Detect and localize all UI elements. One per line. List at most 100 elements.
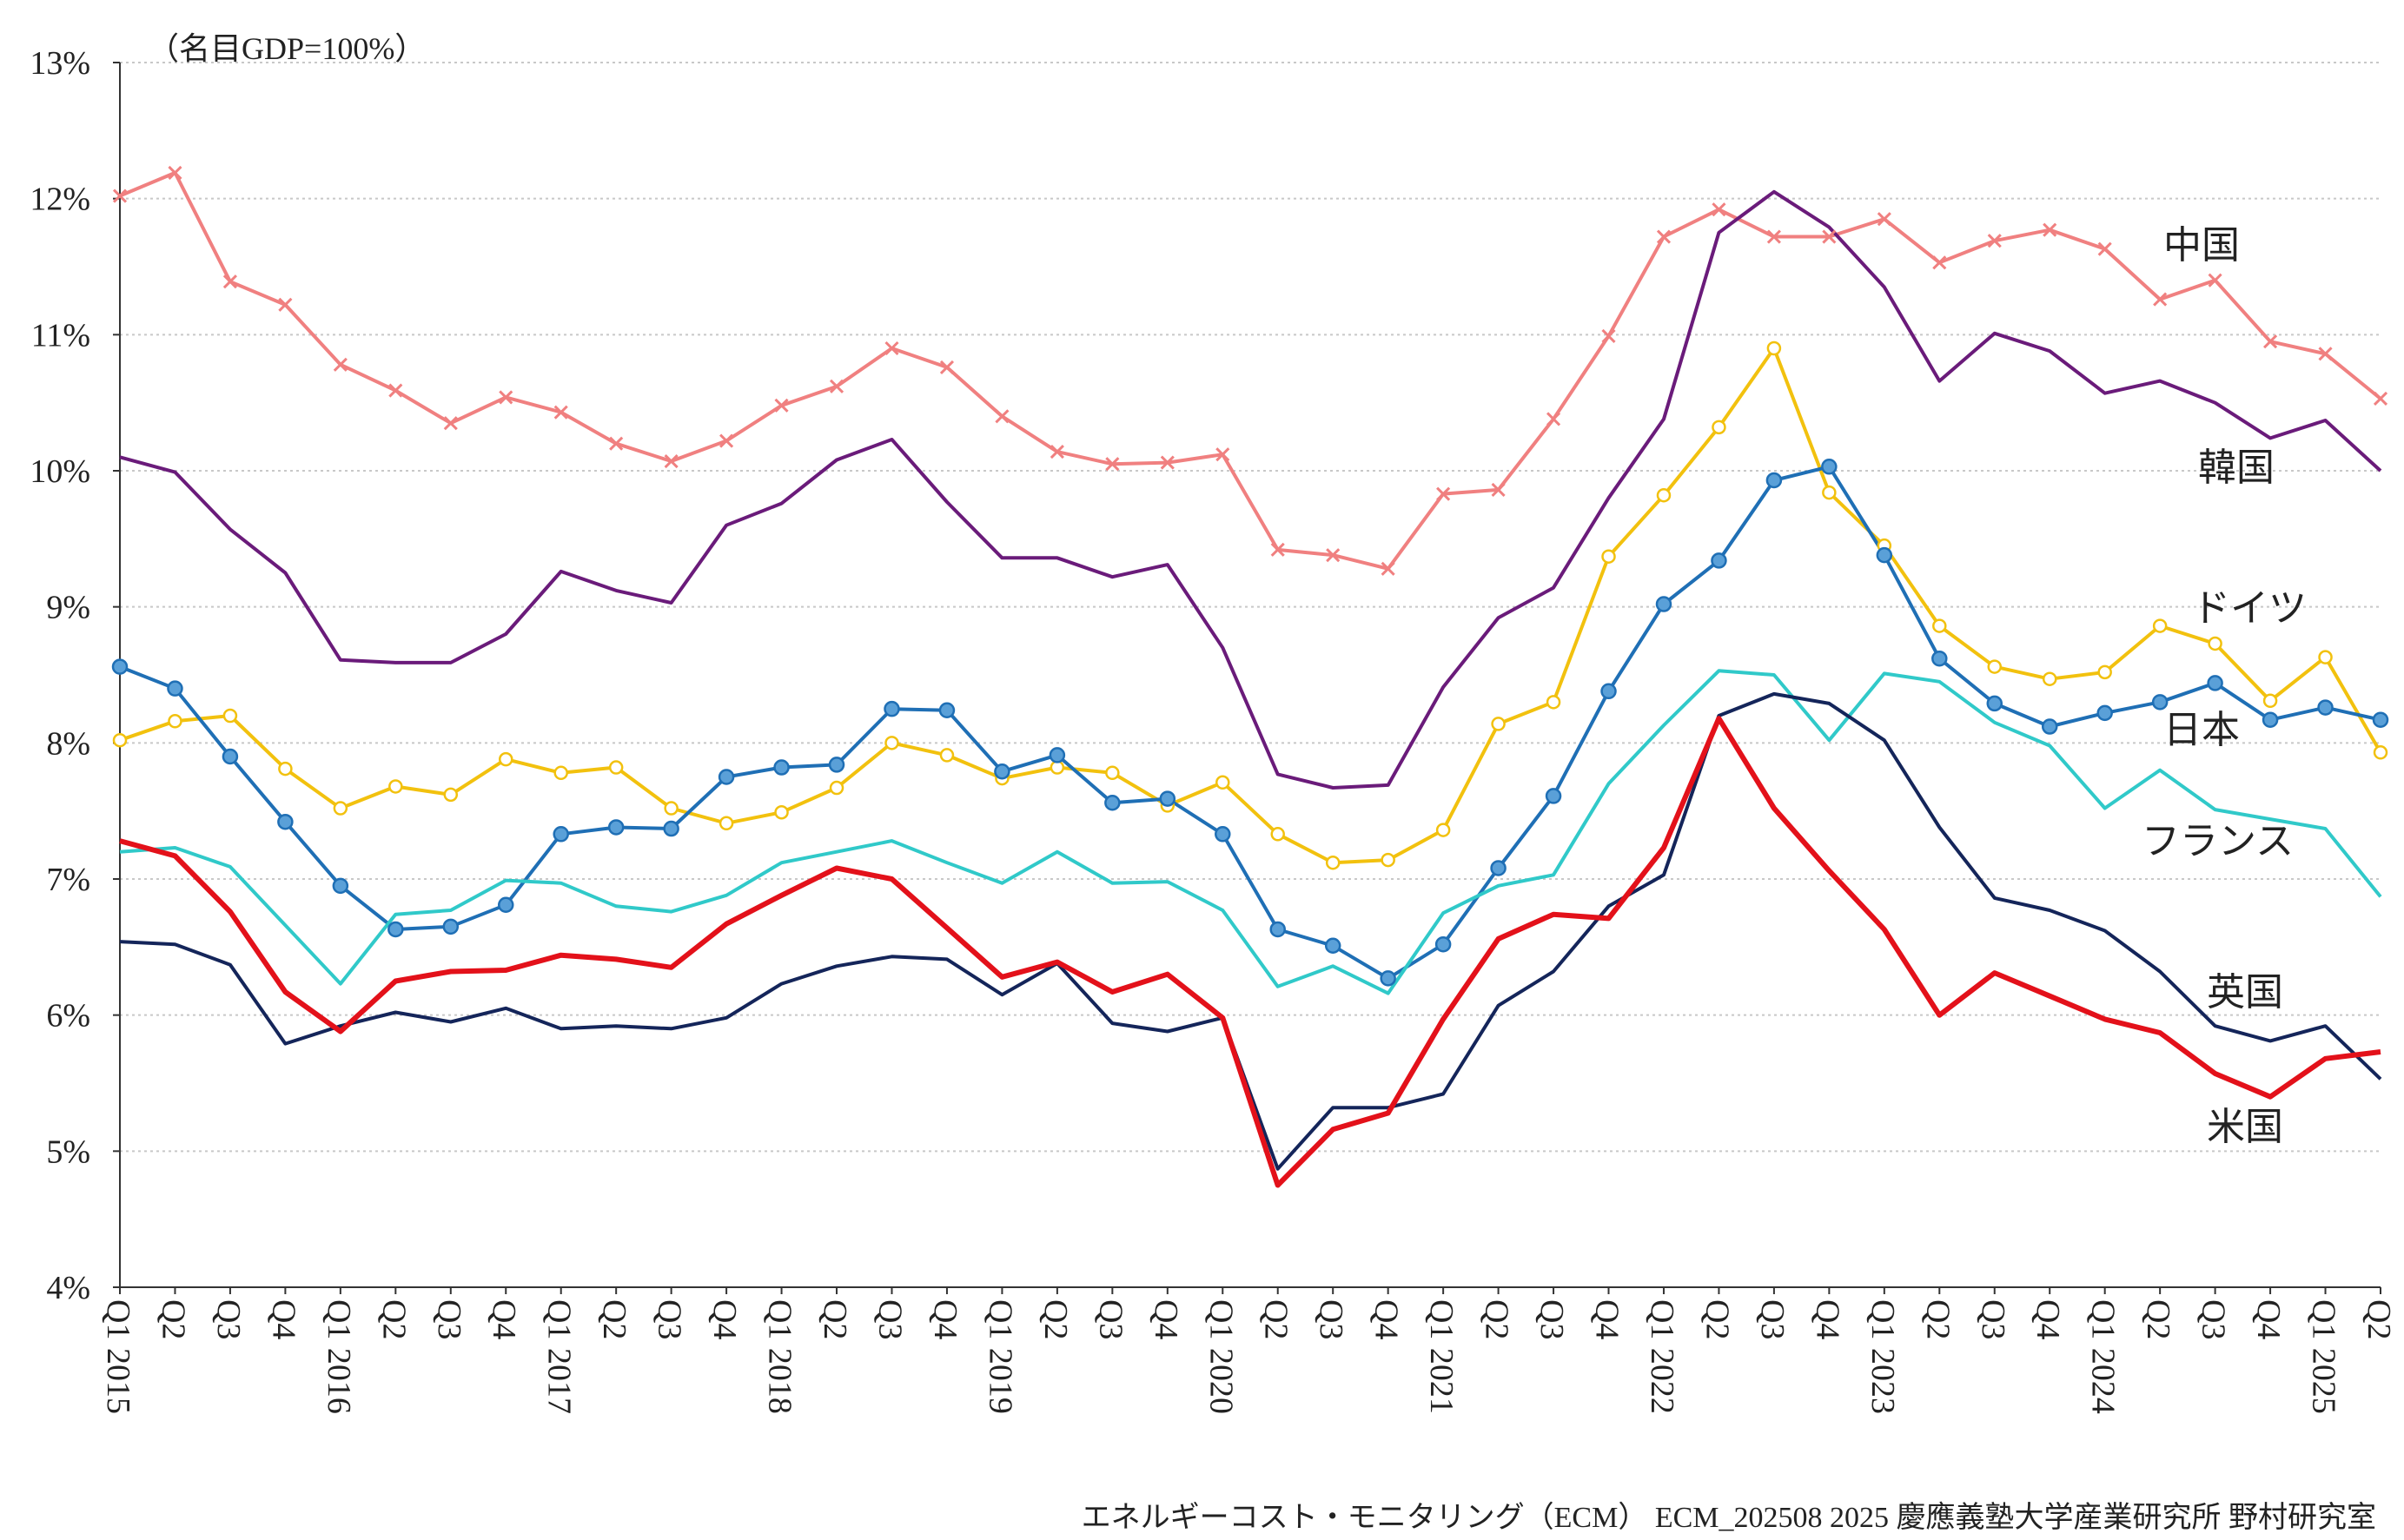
data-point bbox=[222, 708, 238, 724]
data-point bbox=[1381, 561, 1395, 576]
x-tick-label: Q4 bbox=[1589, 1299, 1626, 1339]
data-point bbox=[167, 680, 183, 697]
data-point bbox=[1160, 455, 1175, 470]
x-tick-label: Q4 bbox=[927, 1299, 964, 1339]
x-tick-label: Q2 bbox=[375, 1299, 412, 1339]
data-point bbox=[994, 763, 1010, 780]
data-point bbox=[1986, 695, 2003, 712]
data-point bbox=[2318, 650, 2333, 664]
x-tick-label: Q1 2024 bbox=[2085, 1299, 2122, 1414]
y-tick-label: 4% bbox=[46, 1270, 90, 1306]
data-point bbox=[1215, 826, 1231, 843]
series-line bbox=[119, 669, 2382, 995]
x-tick-label: Q1 2025 bbox=[2306, 1299, 2342, 1414]
x-tick-label: Q3 bbox=[1092, 1299, 1129, 1339]
data-point bbox=[2153, 292, 2168, 307]
x-tick-label: Q2 bbox=[1479, 1299, 1515, 1339]
x-tick-label: Q1 2016 bbox=[321, 1299, 357, 1414]
data-point bbox=[1712, 420, 1726, 435]
data-point bbox=[1987, 234, 2002, 248]
data-point bbox=[168, 714, 182, 729]
axes bbox=[113, 62, 2381, 1294]
x-tick-label: Q2 bbox=[155, 1299, 191, 1339]
data-point bbox=[828, 757, 845, 773]
data-point bbox=[333, 357, 348, 372]
data-point bbox=[278, 297, 293, 312]
data-point bbox=[1215, 775, 1230, 790]
data-point bbox=[1324, 937, 1341, 955]
data-point bbox=[1600, 683, 1617, 700]
x-tick-label: Q1 2023 bbox=[1864, 1299, 1901, 1414]
data-point bbox=[2151, 694, 2169, 711]
data-point bbox=[664, 453, 679, 469]
data-point bbox=[1822, 485, 1837, 500]
data-point bbox=[884, 700, 900, 717]
data-point bbox=[1765, 472, 1783, 489]
data-point bbox=[2373, 391, 2388, 406]
data-point bbox=[1766, 229, 1781, 244]
data-point bbox=[1215, 447, 1230, 462]
x-tick-label: Q1 2019 bbox=[982, 1299, 1018, 1414]
x-tick-label: Q3 bbox=[1533, 1299, 1570, 1339]
data-point bbox=[1932, 618, 1947, 633]
series-line bbox=[119, 716, 2381, 1188]
data-point bbox=[1931, 650, 1948, 667]
data-point bbox=[2097, 664, 2112, 680]
data-point bbox=[995, 409, 1010, 424]
x-tick-label: Q4 bbox=[1148, 1299, 1184, 1339]
data-point bbox=[1711, 552, 1727, 569]
data-point bbox=[1822, 229, 1837, 244]
x-tick-label: Q2 bbox=[1919, 1299, 1956, 1339]
data-point bbox=[222, 274, 237, 289]
data-point bbox=[1049, 747, 1066, 763]
x-tick-label: Q2 bbox=[2140, 1299, 2176, 1339]
data-point bbox=[1821, 459, 1838, 475]
x-tick-label: Q4 bbox=[2250, 1299, 2287, 1339]
data-point bbox=[277, 813, 294, 830]
data-point bbox=[1269, 921, 1286, 938]
data-point bbox=[939, 748, 955, 763]
data-point bbox=[388, 779, 403, 794]
data-point bbox=[1656, 229, 1672, 244]
data-point bbox=[112, 732, 128, 748]
data-point bbox=[1434, 935, 1452, 953]
data-point bbox=[1545, 788, 1562, 804]
data-point bbox=[2207, 675, 2223, 691]
x-tick-label: Q3 bbox=[1975, 1299, 2011, 1339]
series-label: フランス bbox=[2142, 819, 2294, 863]
y-tick-label: 5% bbox=[46, 1134, 90, 1170]
data-point bbox=[719, 433, 734, 448]
data-point bbox=[2317, 699, 2334, 716]
data-point bbox=[884, 736, 899, 750]
data-point bbox=[1932, 255, 1947, 270]
series-label: 日本 bbox=[2163, 708, 2240, 752]
series-markers bbox=[111, 165, 2389, 987]
data-point bbox=[499, 390, 513, 405]
x-tick-label: Q4 bbox=[1368, 1299, 1405, 1339]
data-point bbox=[607, 819, 625, 836]
data-point bbox=[1987, 659, 2003, 674]
data-point bbox=[1546, 412, 1561, 426]
data-point bbox=[332, 877, 349, 895]
data-point bbox=[1491, 482, 1506, 497]
data-point bbox=[1601, 328, 1616, 343]
y-tick-label: 9% bbox=[46, 590, 90, 626]
data-point bbox=[1380, 970, 1396, 987]
x-tick-label: Q2 bbox=[1699, 1299, 1735, 1339]
data-point bbox=[609, 436, 624, 451]
x-tick-label: Q2 bbox=[1037, 1299, 1074, 1339]
data-point bbox=[2262, 711, 2279, 728]
data-point bbox=[1712, 202, 1726, 217]
x-tick-label: Q3 bbox=[2195, 1299, 2232, 1339]
y-tick-labels: 4% 5% 6% 7% 8% 9% 10% 11% 12% 13% bbox=[30, 45, 90, 1306]
series-label: ドイツ bbox=[2192, 586, 2307, 631]
series-line bbox=[119, 170, 2382, 571]
data-point bbox=[498, 751, 513, 767]
data-point bbox=[333, 801, 348, 816]
data-point bbox=[2152, 618, 2168, 633]
data-point bbox=[1877, 212, 1891, 227]
y-tick-label: 11% bbox=[31, 317, 90, 354]
y-tick-label: 7% bbox=[46, 862, 90, 898]
y-tick-label: 10% bbox=[30, 453, 90, 490]
